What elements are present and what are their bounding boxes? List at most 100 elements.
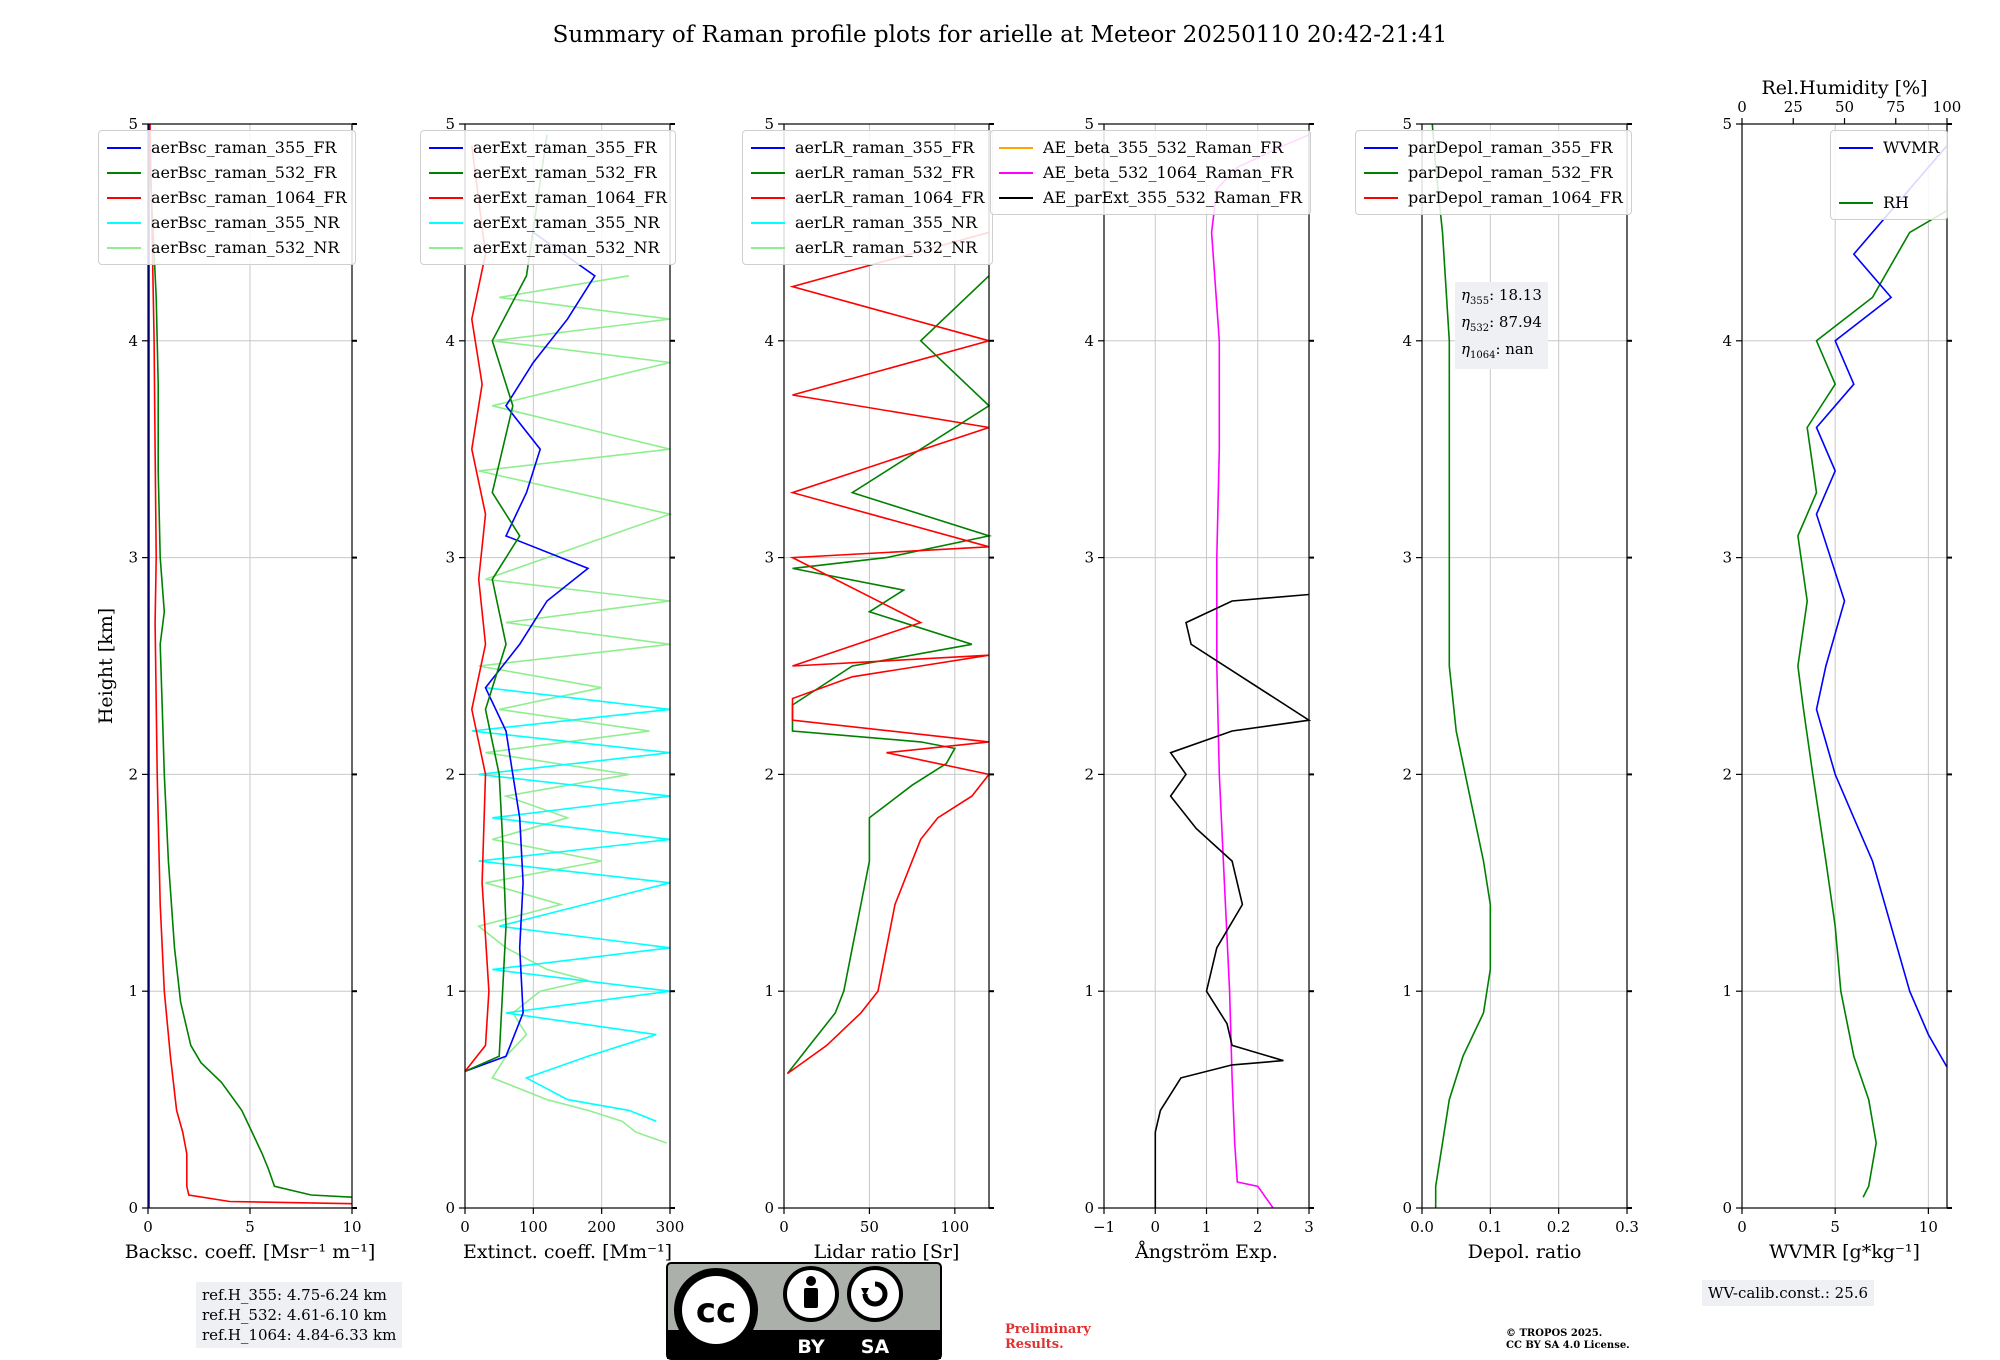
legend-entry: parDepol_raman_532_FR (1364, 160, 1623, 185)
legend-entry: aerExt_raman_355_FR (429, 135, 667, 160)
cc-license-badge: cc BY SA (666, 1262, 942, 1360)
legend-swatch (107, 221, 141, 224)
rh-tick-label: 25 (1784, 98, 1803, 116)
series-WVMR (1815, 145, 1948, 1068)
legend-swatch (429, 221, 463, 224)
sa-label: SA (861, 1336, 890, 1358)
y-axis-label: Height [km] (95, 608, 117, 724)
rh-tick-label: 100 (1933, 98, 1962, 116)
legend-label: WVMR (1883, 138, 1940, 157)
legend-swatch (1364, 196, 1398, 199)
legend-label: aerLR_raman_355_NR (795, 213, 978, 232)
y-tick-label: 3 (764, 549, 774, 567)
x-tick-label: 10 (1919, 1218, 1938, 1236)
legend-swatch (751, 171, 785, 174)
x-tick-label: 0 (1150, 1218, 1160, 1236)
y-tick-label: 2 (128, 765, 138, 783)
legend-entry: aerExt_raman_355_NR (429, 210, 667, 235)
legend-swatch (1839, 201, 1873, 204)
x-tick-label: 100 (941, 1218, 970, 1236)
legend-label: AE_parExt_355_532_Raman_FR (1043, 188, 1302, 207)
series-aerExt_raman_532_FR (464, 134, 548, 1073)
reference-height-box: ref.H_355: 4.75-6.24 km ref.H_532: 4.61-… (196, 1282, 403, 1348)
wv-calib-box: WV-calib.const.: 25.6 (1702, 1280, 1875, 1306)
x-axis-label: WVMR [g*kg⁻¹] (1769, 1241, 1920, 1263)
eta-532: : 87.94 (1489, 313, 1542, 331)
panel-ae (1098, 123, 1314, 1214)
y-tick-label: 0 (764, 1199, 774, 1217)
legend-swatch (429, 171, 463, 174)
y-tick-label: 4 (128, 332, 138, 350)
legend-swatch (1364, 171, 1398, 174)
y-tick-label: 5 (128, 115, 138, 133)
legend-entry: aerBsc_raman_532_FR (107, 160, 347, 185)
y-tick-label: 4 (764, 332, 774, 350)
y-tick-label: 4 (1402, 332, 1412, 350)
figure-title: Summary of Raman profile plots for ariel… (552, 22, 1448, 48)
legend-swatch (999, 146, 1033, 149)
legend-label: aerExt_raman_532_NR (473, 238, 660, 257)
x-tick-label: 0.1 (1478, 1218, 1502, 1236)
x-tick-label: 0.2 (1547, 1218, 1571, 1236)
legend-label: aerExt_raman_1064_FR (473, 188, 667, 207)
series-aerExt_raman_355_FR (464, 231, 596, 1073)
x-tick-label: 0 (779, 1218, 789, 1236)
legend-entry: aerBsc_raman_355_NR (107, 210, 347, 235)
y-tick-label: 4 (1722, 332, 1732, 350)
legend-wv: WVMR RH (1830, 130, 1949, 220)
series-AE_beta_532_1064_Raman_FR (1210, 134, 1310, 1209)
y-tick-label: 3 (128, 549, 138, 567)
series-aerLR_raman_532_FR (786, 275, 993, 1075)
legend-swatch (429, 146, 463, 149)
rh-tick-label: 0 (1737, 98, 1747, 116)
legend-label: aerBsc_raman_532_NR (151, 238, 340, 257)
x-tick-label: 0 (143, 1218, 153, 1236)
cc-text: cc (696, 1291, 736, 1331)
panel-ext (459, 123, 675, 1214)
x-tick-label: 0.3 (1615, 1218, 1639, 1236)
legend-entry: aerLR_raman_1064_FR (751, 185, 984, 210)
x-tick-label: 50 (860, 1218, 879, 1236)
legend-label: aerExt_raman_355_FR (473, 138, 657, 157)
panel-wv (1736, 123, 1952, 1214)
legend-swatch (107, 196, 141, 199)
x-tick-label: 3 (1304, 1218, 1314, 1236)
legend-entry: RH (1839, 190, 1939, 215)
legend-swatch (1364, 146, 1398, 149)
y-tick-label: 5 (1722, 115, 1732, 133)
legend-entry: aerLR_raman_532_FR (751, 160, 984, 185)
legend-entry: aerLR_raman_355_FR (751, 135, 984, 160)
y-tick-label: 2 (445, 765, 455, 783)
legend-swatch (107, 246, 141, 249)
rh-axis-label: Rel.Humidity [%] (1761, 77, 1927, 99)
y-tick-label: 1 (1402, 982, 1412, 1000)
y-tick-label: 2 (764, 765, 774, 783)
x-tick-label: 5 (1830, 1218, 1840, 1236)
legend-entry: aerExt_raman_1064_FR (429, 185, 667, 210)
y-tick-label: 3 (1402, 549, 1412, 567)
legend-swatch (999, 171, 1033, 174)
legend-lidar-ratio: aerLR_raman_355_FR aerLR_raman_532_FR aerL… (742, 130, 994, 265)
share-alike-icon (847, 1266, 903, 1322)
legend-label: aerLR_raman_1064_FR (795, 188, 985, 207)
legend-entry: aerBsc_raman_355_FR (107, 135, 347, 160)
y-tick-label: 5 (764, 115, 774, 133)
legend-label: aerBsc_raman_355_FR (151, 138, 337, 157)
legend-entry: parDepol_raman_355_FR (1364, 135, 1623, 160)
series-aerBsc_raman_532_FR (148, 123, 353, 1198)
legend-entry: AE_parExt_355_532_Raman_FR (999, 185, 1302, 210)
eta-355: : 18.13 (1489, 286, 1542, 304)
y-tick-label: 5 (445, 115, 455, 133)
x-tick-label: 2 (1253, 1218, 1263, 1236)
legend-label: aerBsc_raman_532_FR (151, 163, 337, 182)
wv-calib-text: WV-calib.const.: 25.6 (1708, 1284, 1869, 1302)
legend-depol: parDepol_raman_355_FR parDepol_raman_532_… (1355, 130, 1632, 215)
legend-label: aerLR_raman_355_FR (795, 138, 975, 157)
panel-bsc (142, 123, 357, 1214)
legend-label: AE_beta_355_532_Raman_FR (1043, 138, 1284, 157)
legend-label: RH (1883, 193, 1909, 212)
y-tick-label: 2 (1084, 765, 1094, 783)
y-tick-label: 3 (1084, 549, 1094, 567)
